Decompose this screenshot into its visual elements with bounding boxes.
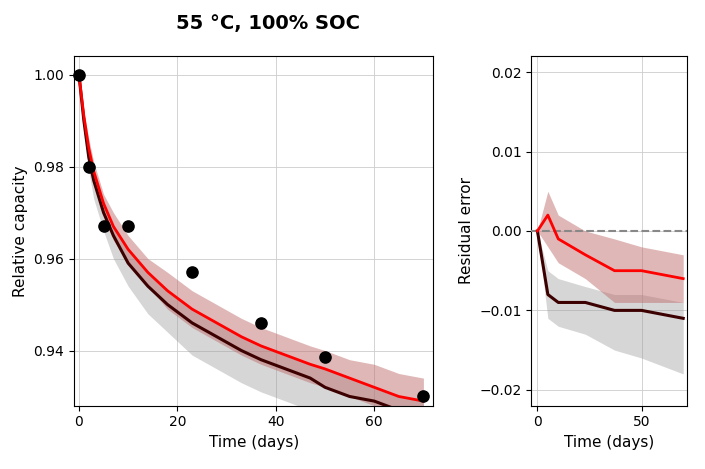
Text: 55 °C, 100% SOC: 55 °C, 100% SOC — [176, 14, 360, 33]
Point — [98, 223, 109, 230]
Point — [319, 354, 331, 361]
Y-axis label: Residual error: Residual error — [458, 177, 474, 285]
X-axis label: Time (days): Time (days) — [209, 435, 299, 450]
Point — [187, 269, 198, 276]
Point — [255, 319, 266, 327]
X-axis label: Time (days): Time (days) — [564, 435, 654, 450]
Point — [418, 393, 429, 400]
Point — [123, 223, 134, 230]
Point — [73, 71, 85, 78]
Point — [83, 163, 94, 170]
Y-axis label: Relative capacity: Relative capacity — [13, 165, 28, 297]
